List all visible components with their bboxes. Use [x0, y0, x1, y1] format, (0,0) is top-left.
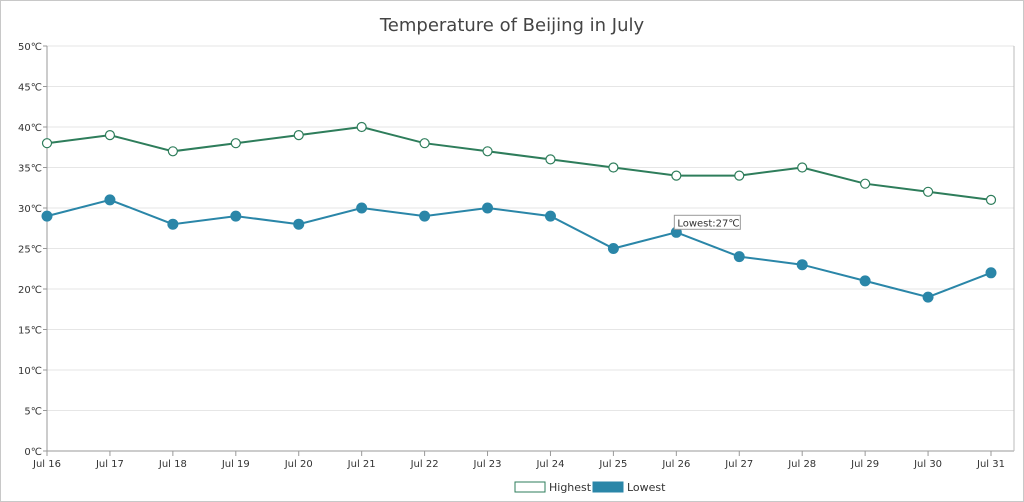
chart-title: Temperature of Beijing in July — [379, 15, 645, 36]
data-point — [167, 146, 178, 157]
gridlines — [47, 45, 1014, 411]
y-tick-label: 15℃ — [18, 326, 42, 337]
data-point — [419, 210, 431, 222]
x-axis-ticks: Jul 16 Jul 17 Jul 18 Jul 19 Jul 20 Jul 21 Jul … — [32, 451, 1005, 470]
x-tick-label: Jul 23 — [473, 459, 502, 470]
x-tick-label: Jul 27 — [724, 459, 753, 470]
data-point — [985, 267, 997, 279]
x-tick-label: Jul 20 — [284, 459, 313, 470]
data-point — [482, 202, 494, 214]
x-tick-label: Jul 29 — [850, 459, 879, 470]
data-point — [230, 210, 242, 222]
y-tick-label: 50℃ — [18, 42, 42, 53]
data-point — [230, 138, 241, 149]
data-point — [545, 154, 556, 165]
y-tick-label: 20℃ — [18, 285, 42, 296]
legend-label: Lowest — [627, 481, 666, 494]
data-point — [167, 218, 179, 230]
legend-swatch — [592, 481, 624, 493]
x-tick-label: Jul 16 — [32, 459, 61, 470]
series-line — [46, 198, 992, 299]
data-point — [796, 259, 808, 271]
y-tick-label: 5℃ — [24, 407, 42, 418]
legend: Highest Lowest — [514, 481, 666, 494]
data-point — [671, 170, 682, 181]
data-point — [544, 210, 556, 222]
y-tick-label: 25℃ — [18, 245, 42, 256]
data-point — [607, 243, 619, 254]
data-point — [293, 130, 304, 141]
tooltip-box — [673, 214, 741, 230]
x-tick-label: Jul 24 — [535, 459, 564, 470]
y-tick-label: 0℃ — [24, 447, 42, 458]
data-point — [356, 121, 367, 133]
series-lines — [41, 121, 997, 303]
data-point — [482, 146, 493, 157]
data-point — [922, 186, 934, 197]
x-tick-label: Jul 31 — [976, 459, 1005, 470]
x-tick-label: Jul 28 — [787, 459, 816, 470]
tooltip-label: Lowest:27℃ — [677, 218, 739, 229]
series-line — [46, 125, 992, 201]
data-point — [104, 130, 116, 141]
data-point — [104, 194, 116, 206]
legend-swatch — [514, 481, 546, 493]
data-point — [922, 291, 934, 303]
x-tick-label: Jul 18 — [158, 459, 187, 470]
x-tick-label: Jul 30 — [913, 459, 942, 470]
y-tick-label: 35℃ — [18, 164, 42, 175]
y-tick-label: 40℃ — [18, 123, 42, 134]
x-tick-label: Jul 17 — [95, 459, 124, 470]
data-point — [797, 162, 808, 173]
data-point — [860, 178, 871, 189]
data-point — [356, 202, 368, 214]
data-point — [608, 162, 619, 173]
x-tick-label: Jul 19 — [221, 459, 250, 470]
x-tick-label: Jul 25 — [598, 459, 627, 470]
data-point — [419, 138, 430, 149]
tooltip: Lowest:27℃ — [673, 214, 741, 230]
y-tick-label: 10℃ — [18, 366, 42, 377]
x-tick-label: Jul 21 — [347, 459, 376, 470]
data-point — [859, 275, 871, 287]
y-tick-label: 45℃ — [18, 83, 42, 94]
x-tick-label: Jul 26 — [661, 459, 690, 470]
data-point — [41, 210, 53, 222]
data-point — [293, 218, 305, 230]
data-point — [41, 138, 53, 149]
y-axis-ticks: 0℃ 5℃ 10℃ 15℃ 20℃ 25℃ 30℃ 35℃ 40℃ 45℃ 50℃ — [18, 42, 47, 458]
data-point — [985, 194, 997, 205]
data-point — [733, 251, 745, 263]
y-tick-label: 30℃ — [18, 204, 42, 215]
x-tick-label: Jul 22 — [410, 459, 439, 470]
data-point — [734, 170, 745, 181]
legend-label: Highest — [549, 481, 592, 494]
